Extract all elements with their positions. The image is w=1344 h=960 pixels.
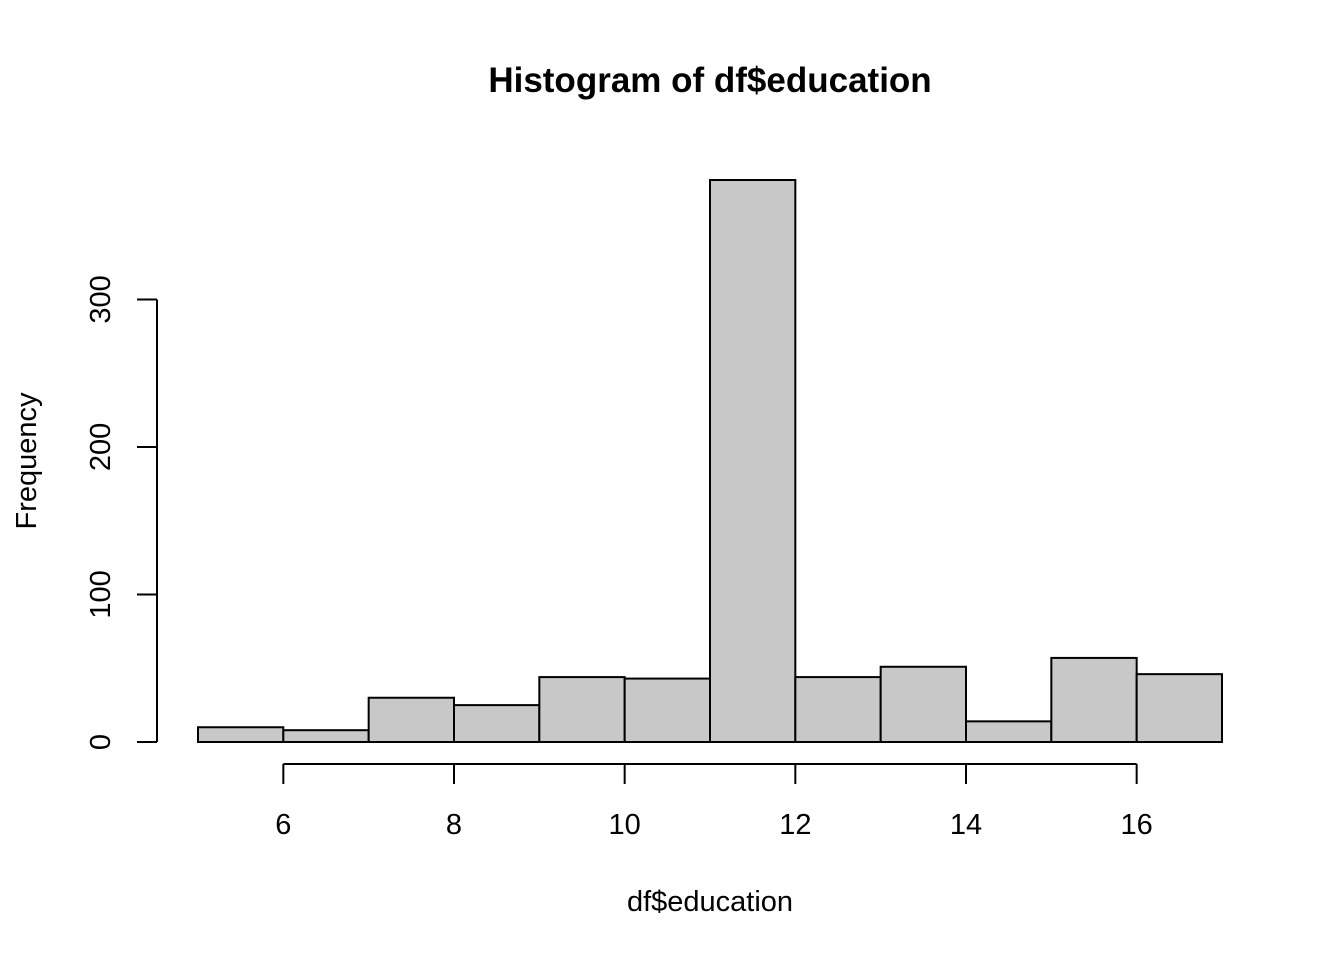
histogram-bar-4 [538, 676, 626, 743]
x-tick-label-16: 16 [1121, 809, 1153, 841]
histogram-bar-10 [1050, 656, 1138, 744]
histogram-bar-8 [879, 665, 968, 744]
histogram-bar-9 [965, 720, 1053, 743]
y-axis: 0 100 200 300 [85, 275, 158, 750]
x-tick-label-6: 6 [275, 809, 291, 841]
histogram-bar-11 [1135, 673, 1223, 743]
histogram-bar-6 [709, 179, 797, 743]
histogram-bar-7 [794, 676, 882, 743]
x-axis-label: df$education [627, 886, 793, 918]
chart-title: Histogram of df$education [488, 61, 931, 100]
x-tick-label-8: 8 [446, 809, 462, 841]
bars-group [197, 179, 1223, 744]
x-tick-label-10: 10 [609, 809, 641, 841]
y-tick-label-100: 100 [85, 570, 117, 618]
histogram-bar-1 [282, 729, 370, 743]
x-tick-label-14: 14 [950, 809, 982, 841]
y-tick-label-200: 200 [85, 423, 117, 471]
histogram-bar-2 [367, 696, 455, 744]
histogram-bar-5 [623, 677, 712, 744]
x-axis: 6 8 10 12 14 16 [275, 763, 1153, 841]
y-tick-label-0: 0 [85, 734, 117, 750]
histogram-bar-0 [197, 726, 285, 743]
y-axis-label: Frequency [11, 392, 43, 530]
histogram-bar-3 [453, 704, 541, 743]
x-tick-label-12: 12 [779, 809, 811, 841]
y-tick-label-300: 300 [85, 275, 117, 323]
